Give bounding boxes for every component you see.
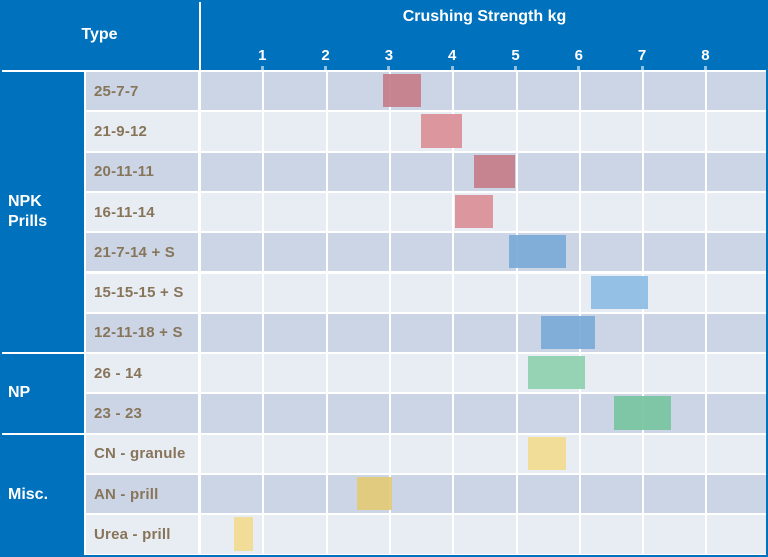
table-row: 16-11-14 [86,192,768,232]
gridline [262,70,265,557]
strength-bar [474,154,516,188]
axis-tick-mark [450,66,454,70]
row-label: 20-11-11 [94,163,154,181]
strength-bar [382,74,421,108]
axis-tick-label: 8 [701,47,710,64]
row-label: 23 - 23 [94,405,143,423]
axis-tick-label: 3 [384,47,394,64]
row-label: 25-7-7 [94,82,139,100]
row-label: CN - granule [94,445,186,463]
strength-bar [233,517,253,551]
group-cell-np: NP [0,354,84,433]
table-row: 21-7-14 + S [86,233,768,272]
table-row: Urea - prill [86,515,768,554]
axis-tick-label: 1 [258,47,267,64]
strength-bar [509,235,567,269]
strength-bar [613,396,671,430]
gridline [515,70,518,557]
table-row: 26 - 14 [86,354,768,393]
axis-tick-mark [640,66,644,70]
label-column-divider [198,70,201,557]
group-cell-misc: Misc. [0,434,84,556]
chart-title: Crushing Strength kg [402,8,567,25]
row-label: 21-7-14 + S [94,243,176,261]
table-row: 15-15-15 + S [86,273,768,312]
gridline [325,70,328,557]
type-header-cell: Type [0,0,201,70]
table-row: CN - granule [86,434,768,473]
group-cell-npk-prills: NPK Prills [0,72,84,353]
strength-bar [540,315,595,350]
row-label: 15-15-15 + S [94,284,184,302]
axis-tick-mark [260,66,264,70]
strength-bar [591,275,649,309]
row-label: Urea - prill [94,525,171,543]
row-label: 16-11-14 [94,203,155,221]
axis-tick-mark [703,66,707,70]
type-header-label: Type [81,26,118,43]
gridline [642,70,645,557]
axis-tick-mark [577,66,581,70]
strength-bar [455,194,494,229]
table-row: 20-11-11 [86,152,768,191]
gridline [452,70,455,557]
axis-tick-label: 2 [321,47,330,64]
axis-tick-label: 4 [448,47,457,64]
gridline [578,70,581,557]
axis-tick-mark [514,66,517,70]
axis-tick-label: 5 [511,47,520,64]
gridline [705,70,708,557]
row-label: 21-9-12 [94,122,148,140]
row-label: 26 - 14 [94,364,143,382]
axis-tick-label: 6 [574,47,583,64]
table-row: 12-11-18 + S [86,313,768,353]
chart-body: 25-7-7 21-9-12 20-11-11 16-11-14 21-7-14 + S… [0,70,768,557]
axis-tick-label: 7 [637,47,647,64]
strength-bar [528,356,586,390]
row-label: AN - prill [94,485,159,503]
axis-tick-mark [387,66,391,70]
table-row: AN - prill [86,475,768,514]
row-label: 12-11-18 + S [94,324,183,342]
strength-bar [357,477,393,511]
strength-bar [420,114,462,148]
gridline [388,70,391,557]
table-row: 25-7-7 [86,72,768,111]
axis-tick-mark [324,66,328,70]
strength-bar [528,436,567,470]
table-header: Type Crushing Strength kg 1 2 3 4 5 6 7 8 [0,0,768,70]
